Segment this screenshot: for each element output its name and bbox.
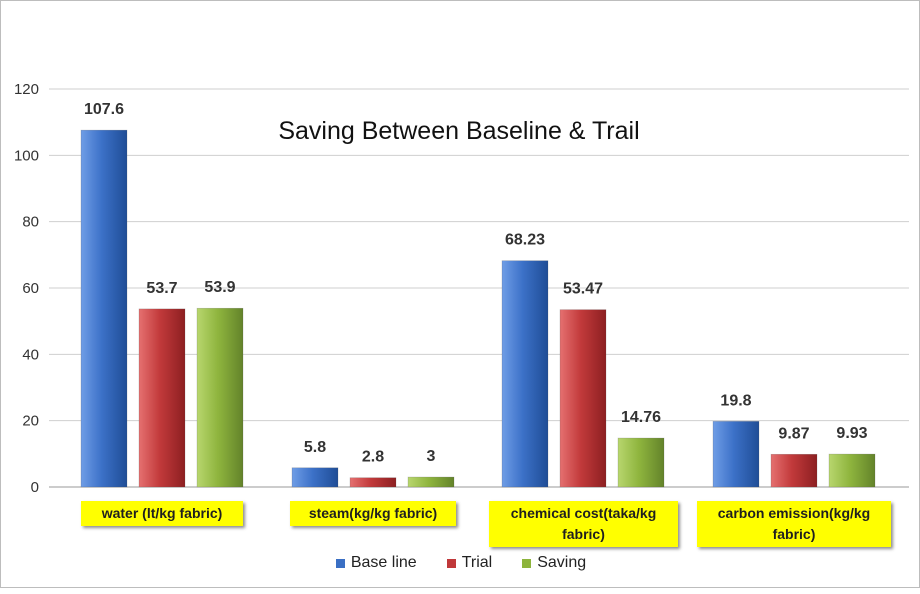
data-label-saving-3: 9.93 bbox=[836, 425, 867, 442]
legend-item-trial: Trial bbox=[446, 554, 493, 572]
y-tick-label: 20 bbox=[22, 413, 39, 430]
data-label-trial-2: 53.47 bbox=[563, 281, 603, 298]
y-tick-label: 80 bbox=[22, 214, 39, 231]
legend-swatch bbox=[522, 558, 532, 568]
x-category-label: steam(kg/kg fabric) bbox=[290, 501, 456, 526]
bar-saving-2 bbox=[617, 437, 665, 488]
legend-label: Saving bbox=[537, 554, 587, 571]
legend-swatch bbox=[446, 558, 456, 568]
bar-saving-3 bbox=[828, 453, 876, 488]
x-category-label-line: fabric) bbox=[772, 526, 816, 542]
bar-trial-0 bbox=[138, 308, 186, 488]
legend-label: Base line bbox=[350, 554, 417, 571]
legend-item-saving: Saving bbox=[522, 554, 586, 572]
y-tick-label: 60 bbox=[22, 280, 39, 297]
data-label-saving-1: 3 bbox=[427, 448, 436, 465]
data-label-saving-0: 53.9 bbox=[204, 279, 235, 296]
y-tick-label: 0 bbox=[31, 479, 39, 496]
data-label-saving-2: 14.76 bbox=[621, 409, 661, 426]
x-category-label-line: water (lt/kg fabric) bbox=[101, 505, 223, 521]
x-category-label-line: steam(kg/kg fabric) bbox=[308, 505, 438, 521]
legend: Base line Trial Saving bbox=[1, 554, 920, 572]
data-label-baseline-1: 5.8 bbox=[304, 439, 326, 456]
data-label-baseline-3: 19.8 bbox=[720, 392, 751, 409]
bar-baseline-1 bbox=[291, 467, 339, 488]
data-label-baseline-0: 107.6 bbox=[84, 101, 124, 118]
x-category-label-line: carbon emission(kg/kg bbox=[717, 505, 871, 521]
bar-baseline-0 bbox=[80, 129, 128, 488]
x-category-label: water (lt/kg fabric) bbox=[81, 501, 243, 526]
bar-baseline-3 bbox=[712, 421, 760, 488]
data-label-trial-1: 2.8 bbox=[362, 449, 384, 466]
bar-trial-3 bbox=[770, 453, 818, 488]
legend-swatch bbox=[335, 558, 345, 568]
legend-item-baseline: Base line bbox=[335, 554, 417, 572]
data-label-trial-3: 9.87 bbox=[778, 425, 809, 442]
y-tick-label: 100 bbox=[14, 147, 39, 164]
y-tick-label: 40 bbox=[22, 346, 39, 363]
legend-label: Trial bbox=[461, 554, 493, 571]
bar-trial-1 bbox=[349, 477, 397, 488]
data-label-trial-0: 53.7 bbox=[146, 280, 177, 297]
x-category-label: chemical cost(taka/kg fabric) bbox=[489, 501, 678, 547]
bar-saving-0 bbox=[196, 307, 244, 488]
data-label-baseline-2: 68.23 bbox=[505, 232, 545, 249]
y-tick-label: 120 bbox=[14, 81, 39, 98]
x-category-label-line: chemical cost(taka/kg bbox=[510, 505, 657, 521]
bar-saving-1 bbox=[407, 476, 455, 488]
bar-baseline-2 bbox=[501, 260, 549, 488]
x-category-label: carbon emission(kg/kg fabric) bbox=[697, 501, 891, 547]
bar-trial-2 bbox=[559, 309, 607, 488]
chart-title: Saving Between Baseline & Trail bbox=[278, 117, 639, 145]
x-category-label-line: fabric) bbox=[562, 526, 605, 542]
